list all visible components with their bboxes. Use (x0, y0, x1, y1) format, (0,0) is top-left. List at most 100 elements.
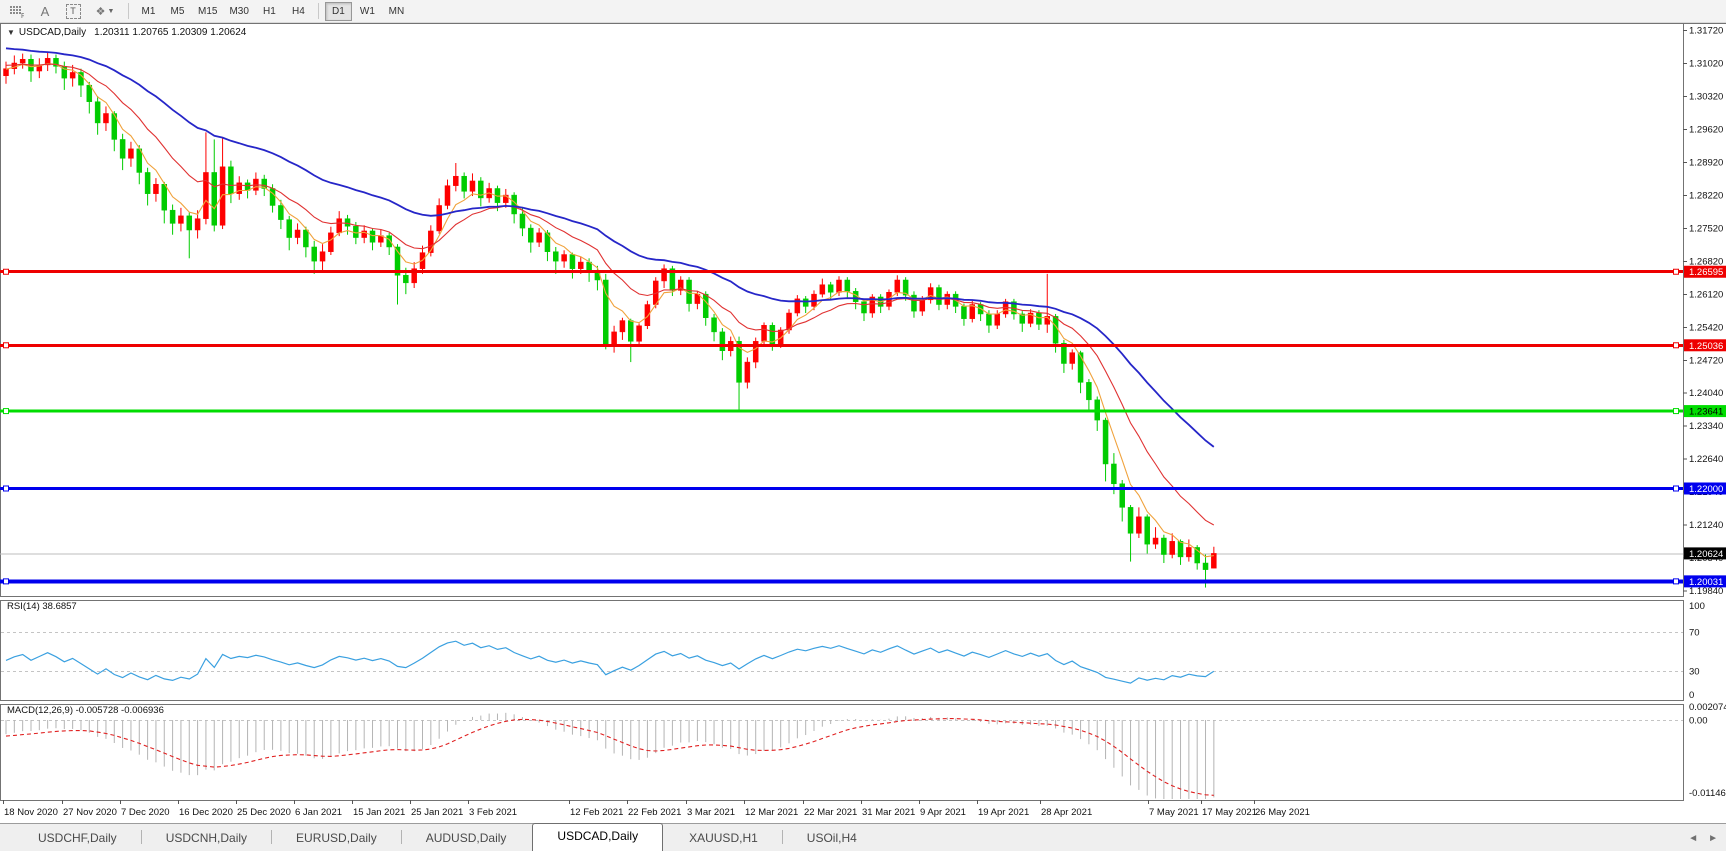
svg-text:70: 70 (1689, 628, 1700, 639)
timeframe-M5[interactable]: M5 (170, 5, 185, 17)
toolbar-separator (317, 3, 319, 19)
svg-text:1.29620: 1.29620 (1689, 125, 1723, 136)
svg-text:31 Mar 2021: 31 Mar 2021 (862, 807, 915, 818)
svg-text:0: 0 (1689, 690, 1694, 701)
svg-text:0.002074: 0.002074 (1689, 702, 1726, 713)
svg-text:22 Feb 2021: 22 Feb 2021 (628, 807, 681, 818)
macd-signal-line (5, 718, 1214, 796)
grid-options-icon[interactable]: F (4, 1, 30, 22)
timeframe-D1[interactable]: D1 (324, 1, 352, 21)
svg-text:1.26595: 1.26595 (1689, 267, 1723, 278)
svg-text:1.25036: 1.25036 (1689, 341, 1723, 352)
text-tool-icon[interactable]: T (60, 1, 86, 22)
svg-text:1.23641: 1.23641 (1689, 407, 1723, 418)
tab-usdchf-daily[interactable]: USDCHF,Daily (38, 831, 117, 845)
svg-text:1.28920: 1.28920 (1689, 158, 1723, 169)
svg-text:1.26120: 1.26120 (1689, 290, 1723, 301)
moving-averages (5, 47, 1215, 558)
svg-text:1.31720: 1.31720 (1689, 26, 1723, 37)
ma-slow-line (5, 47, 1215, 448)
timeframe-M15[interactable]: M15 (198, 5, 218, 17)
svg-text:27 Nov 2020: 27 Nov 2020 (63, 807, 117, 818)
font-icon[interactable]: A (40, 3, 50, 19)
timeframe-H4[interactable]: H4 (292, 5, 305, 17)
svg-text:22 Mar 2021: 22 Mar 2021 (804, 807, 857, 818)
horizontal-level-lines[interactable]: 1.26595 1.25036 1.23641 1.22000 1.20031 (0, 265, 1726, 588)
svg-text:6 Jan 2021: 6 Jan 2021 (295, 807, 342, 818)
svg-text:1.25420: 1.25420 (1689, 323, 1723, 334)
tab-separator (140, 830, 142, 844)
symbol-label: USDCAD,Daily (18, 27, 87, 38)
svg-text:1.22640: 1.22640 (1689, 454, 1723, 465)
top-toolbar: F A T ❖ ▼ M1 M5 M15 M30 H1 H4 D1 W1 MN (0, 0, 1726, 23)
tabs-container: USDCHF,Daily USDCNH,Daily EURUSD,Daily AUDU… (0, 823, 881, 851)
timeframe-H1[interactable]: H1 (263, 5, 276, 17)
svg-text:18 Nov 2020: 18 Nov 2020 (4, 807, 58, 818)
time-axis[interactable]: 18 Nov 2020 27 Nov 2020 7 Dec 2020 16 Dec 2… (3, 800, 1310, 818)
svg-text:3 Mar 2021: 3 Mar 2021 (687, 807, 735, 818)
svg-text:100: 100 (1689, 601, 1705, 612)
timeframe-M1[interactable]: M1 (141, 5, 156, 17)
svg-text:1.26820: 1.26820 (1689, 257, 1723, 268)
svg-text:26 May 2021: 26 May 2021 (1255, 807, 1310, 818)
svg-text:25 Dec 2020: 25 Dec 2020 (237, 807, 291, 818)
svg-text:7 May 2021: 7 May 2021 (1149, 807, 1199, 818)
tab-separator (781, 830, 783, 844)
tab-usoil-h4[interactable]: USOil,H4 (806, 831, 857, 845)
svg-text:28 Apr 2021: 28 Apr 2021 (1041, 807, 1092, 818)
toolbar-separator (128, 3, 129, 19)
svg-text:F: F (21, 13, 24, 18)
svg-text:1.28220: 1.28220 (1689, 191, 1723, 202)
svg-text:1.20031: 1.20031 (1689, 577, 1723, 588)
tab-separator (271, 830, 273, 844)
grid-glyph: F (10, 5, 24, 18)
rsi-line (5, 640, 1215, 684)
svg-text:1.19840: 1.19840 (1689, 586, 1723, 597)
svg-text:25 Jan 2021: 25 Jan 2021 (411, 807, 463, 818)
svg-text:1.20624: 1.20624 (1689, 549, 1723, 560)
macd-indicator-label: MACD(12,26,9) -0.005728 -0.006936 (7, 705, 164, 716)
svg-text:1.27520: 1.27520 (1689, 224, 1723, 235)
macd-pane: 0.002074 0.00 -0.011462 (1, 702, 1726, 799)
svg-text:7 Dec 2020: 7 Dec 2020 (121, 807, 170, 818)
tab-separator (400, 830, 402, 844)
tab-scroll-left-icon[interactable]: ◄ (1688, 833, 1699, 844)
text-tool-glyph: T (65, 3, 81, 19)
svg-text:1.31020: 1.31020 (1689, 59, 1723, 70)
collapse-triangle-icon: ▼ (7, 28, 15, 37)
shapes-icon[interactable]: ❖ ▼ (88, 1, 122, 22)
tab-usdcnh-daily[interactable]: USDCNH,Daily (165, 831, 248, 845)
svg-text:12 Mar 2021: 12 Mar 2021 (745, 807, 798, 818)
svg-text:30: 30 (1689, 666, 1700, 677)
timeframe-MN[interactable]: MN (388, 5, 405, 17)
timeframe-W1[interactable]: W1 (359, 5, 375, 17)
svg-text:1.23340: 1.23340 (1689, 421, 1723, 432)
timeframe-M30[interactable]: M30 (229, 5, 249, 17)
bid-price-label (1684, 547, 1726, 560)
tab-usdcad-daily[interactable]: USDCAD,Daily (532, 823, 664, 851)
svg-text:-0.011462: -0.011462 (1689, 788, 1726, 799)
tab-scroll-controls: ◄ ► (1688, 833, 1718, 844)
timeframe-buttons: M1 M5 M15 M30 H1 H4 D1 W1 MN (134, 1, 411, 21)
svg-text:17 May 2021: 17 May 2021 (1202, 807, 1257, 818)
shapes-glyph: ❖ (95, 5, 106, 18)
tab-scroll-right-icon[interactable]: ► (1708, 833, 1718, 844)
chart-tab-bar: USDCHF,Daily USDCNH,Daily EURUSD,Daily AUDU… (0, 823, 1726, 851)
svg-text:1.24040: 1.24040 (1689, 388, 1723, 399)
ma-mid-line (5, 63, 1215, 526)
svg-text:1.22000: 1.22000 (1689, 484, 1723, 495)
svg-text:9 Apr 2021: 9 Apr 2021 (920, 807, 966, 818)
svg-text:3 Feb 2021: 3 Feb 2021 (469, 807, 517, 818)
tab-eurusd-daily[interactable]: EURUSD,Daily (296, 831, 377, 845)
tab-audusd-daily[interactable]: AUDUSD,Daily (425, 831, 507, 845)
svg-text:15 Jan 2021: 15 Jan 2021 (353, 807, 405, 818)
price-axis[interactable]: 1.31720 1.31020 1.30320 1.29620 1.28920 1.282… (1683, 26, 1723, 597)
svg-text:1.24720: 1.24720 (1689, 356, 1723, 367)
svg-text:0.00: 0.00 (1689, 716, 1708, 727)
ohlc-values: 1.20311 1.20765 1.20309 1.20624 (94, 27, 247, 38)
rsi-indicator-label: RSI(14) 38.6857 (7, 601, 77, 612)
tab-xauusd-h1[interactable]: XAUUSD,H1 (689, 831, 758, 845)
svg-text:12 Feb 2021: 12 Feb 2021 (570, 807, 623, 818)
